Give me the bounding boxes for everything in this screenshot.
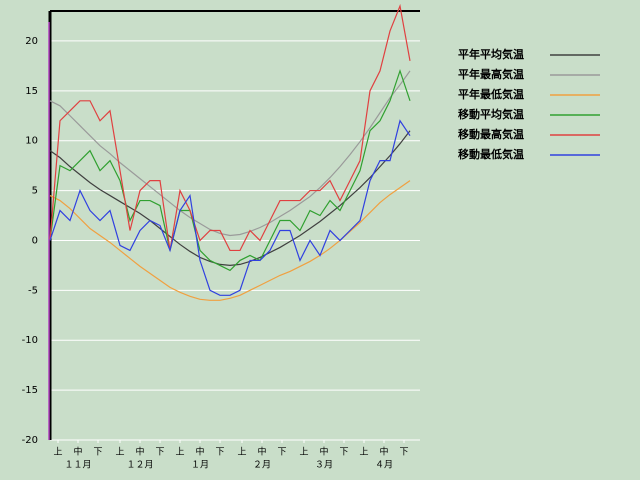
series-line <box>49 119 411 296</box>
x-tick-label: 下 <box>399 448 408 458</box>
x-tick-label: 中 <box>257 446 266 458</box>
month-label: １１月 <box>64 460 91 471</box>
y-tick-label: -10 <box>22 335 38 346</box>
x-tick-label: 上 <box>175 447 184 458</box>
month-label: ４月 <box>375 460 393 471</box>
x-tick-label: 下 <box>339 448 348 458</box>
x-tick-label: 下 <box>93 448 102 458</box>
x-tick-label: 中 <box>379 446 388 458</box>
series-line <box>49 68 411 272</box>
x-tick-label: 下 <box>277 448 286 458</box>
y-tick-label: 0 <box>32 235 38 246</box>
month-label: １月 <box>191 460 209 471</box>
legend-label: 移動平均気温 <box>458 107 524 121</box>
x-tick-label: 上 <box>237 447 246 458</box>
series-line <box>49 180 411 301</box>
y-tick-label: -5 <box>28 285 38 296</box>
y-tick-label: 15 <box>25 86 38 97</box>
x-tick-label: 中 <box>135 446 144 458</box>
x-tick-label: 上 <box>115 447 124 458</box>
x-tick-label: 下 <box>155 448 164 458</box>
legend-label: 平年最高気温 <box>458 67 524 81</box>
legend-label: 平年最低気温 <box>458 87 524 101</box>
month-label: ２月 <box>253 460 271 471</box>
x-tick-label: 上 <box>53 447 62 458</box>
y-tick-label: 5 <box>32 186 38 197</box>
y-tick-label: 20 <box>25 36 38 47</box>
y-tick-label: 10 <box>25 136 38 147</box>
month-label: １２月 <box>126 460 153 471</box>
series-line <box>49 3 411 252</box>
x-tick-label: 中 <box>319 446 328 458</box>
x-tick-label: 中 <box>73 446 82 458</box>
x-tick-label: 上 <box>359 447 368 458</box>
x-tick-label: 上 <box>299 447 308 458</box>
legend-label: 移動最高気温 <box>458 127 524 141</box>
legend-label: 平年平均気温 <box>458 47 524 61</box>
series-line <box>49 130 411 267</box>
month-label: ３月 <box>315 460 333 471</box>
y-tick-label: -15 <box>22 385 38 396</box>
y-tick-label: -20 <box>22 435 38 446</box>
x-tick-label: 中 <box>195 446 204 458</box>
legend-label: 移動最低気温 <box>458 147 524 161</box>
x-tick-label: 下 <box>215 448 224 458</box>
series-line <box>49 70 411 237</box>
